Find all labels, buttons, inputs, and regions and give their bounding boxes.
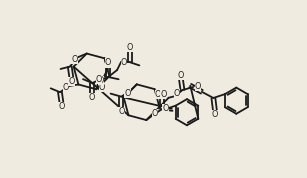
Text: O: O (178, 71, 184, 80)
Text: O: O (118, 107, 125, 116)
Text: O: O (105, 58, 111, 67)
Text: O: O (212, 110, 218, 119)
Text: O: O (105, 59, 111, 68)
Text: O: O (152, 109, 158, 118)
Text: O: O (155, 90, 161, 99)
Text: O: O (63, 83, 69, 92)
Text: O: O (68, 77, 75, 86)
Text: O: O (99, 83, 105, 92)
Text: O: O (174, 89, 180, 98)
Text: O: O (98, 75, 104, 85)
Text: O: O (162, 104, 169, 113)
Text: O: O (71, 55, 78, 64)
Text: O: O (58, 102, 65, 111)
Text: O: O (127, 43, 133, 52)
Text: O: O (88, 93, 95, 102)
Text: O: O (96, 75, 102, 84)
Text: O: O (121, 58, 127, 67)
Text: O: O (124, 89, 131, 98)
Text: O: O (160, 90, 166, 99)
Text: O: O (195, 82, 201, 91)
